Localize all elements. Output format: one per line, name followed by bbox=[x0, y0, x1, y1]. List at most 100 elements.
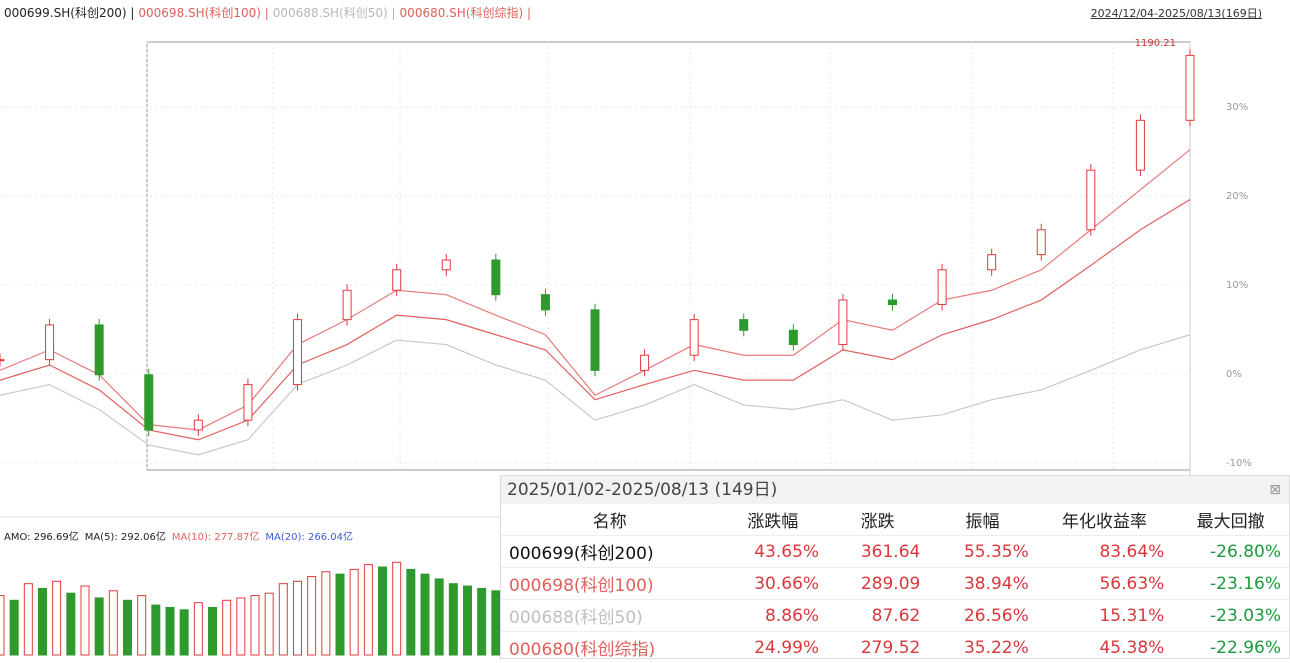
candle-body bbox=[938, 270, 946, 305]
volume-bar bbox=[478, 588, 486, 655]
indicator: MA(5): 292.06亿 bbox=[85, 532, 166, 543]
table-cell: 000698(科创100) bbox=[501, 568, 719, 600]
y-tick-label: -10% bbox=[1226, 458, 1252, 469]
table-cell: -23.03% bbox=[1172, 600, 1289, 632]
table-cell: 30.66% bbox=[719, 568, 827, 600]
table-cell: 361.64 bbox=[827, 536, 928, 568]
table-cell: 56.63% bbox=[1037, 568, 1173, 600]
candle-body bbox=[95, 325, 103, 375]
indicator: MA(20): 266.04亿 bbox=[265, 532, 353, 543]
volume-bar bbox=[294, 581, 302, 655]
max-label: 1190.21 bbox=[1135, 38, 1176, 49]
volume-bar bbox=[152, 605, 160, 655]
table-cell: 38.94% bbox=[928, 568, 1036, 600]
volume-bar bbox=[24, 584, 32, 655]
table-cell: 45.38% bbox=[1037, 632, 1173, 663]
volume-bar bbox=[393, 562, 401, 655]
volume-bar bbox=[492, 591, 500, 655]
table-cell: -26.80% bbox=[1172, 536, 1289, 568]
candle-body bbox=[294, 320, 302, 385]
candle-body bbox=[1037, 230, 1045, 255]
y-tick-label: 20% bbox=[1226, 191, 1248, 202]
candle-body bbox=[1136, 120, 1144, 170]
volume-bar bbox=[124, 600, 132, 655]
table-cell: 43.65% bbox=[719, 536, 827, 568]
table-cell: 83.64% bbox=[1037, 536, 1173, 568]
summary-panel: 2025/01/02-2025/08/13 (149日) ⊠ 名称涨跌幅涨跌振幅年… bbox=[500, 475, 1290, 659]
table-cell: -22.96% bbox=[1172, 632, 1289, 663]
volume-bar bbox=[81, 586, 89, 655]
volume-bar bbox=[237, 598, 245, 655]
volume-bar bbox=[322, 572, 330, 655]
volume-bar bbox=[435, 579, 443, 655]
candle-body bbox=[1186, 55, 1194, 120]
volume-bar bbox=[10, 600, 18, 655]
volume-bar bbox=[421, 574, 429, 655]
volume-bar bbox=[449, 584, 457, 655]
indicator: MA(10): 277.87亿 bbox=[172, 532, 260, 543]
volume-bar bbox=[350, 569, 358, 655]
candle-body bbox=[244, 385, 252, 421]
candle-body bbox=[343, 290, 351, 319]
candle-body bbox=[740, 320, 748, 331]
column-header: 最大回撤 bbox=[1172, 504, 1289, 536]
table-cell: 55.35% bbox=[928, 536, 1036, 568]
volume-bar bbox=[379, 567, 387, 655]
index-line bbox=[0, 150, 1190, 430]
volume-bar bbox=[464, 586, 472, 655]
column-header: 涨跌幅 bbox=[719, 504, 827, 536]
candle-body bbox=[442, 260, 450, 270]
volume-bar bbox=[109, 591, 117, 655]
volume-bar bbox=[336, 574, 344, 655]
candle-body bbox=[393, 270, 401, 290]
table-cell: 289.09 bbox=[827, 568, 928, 600]
volume-bar bbox=[308, 577, 316, 655]
candle-body bbox=[541, 295, 549, 310]
table-cell: 26.56% bbox=[928, 600, 1036, 632]
table-cell: 279.52 bbox=[827, 632, 928, 663]
title: 2025/01/02-2025/08/13 (149日) bbox=[507, 480, 777, 500]
candle-body bbox=[690, 320, 698, 356]
indicator: AMO: 296.69亿 bbox=[4, 532, 79, 543]
table-cell: 8.86% bbox=[719, 600, 827, 632]
table-cell: 35.22% bbox=[928, 632, 1036, 663]
volume-bar bbox=[223, 600, 231, 655]
column-header: 名称 bbox=[501, 504, 719, 536]
column-header: 年化收益率 bbox=[1037, 504, 1173, 536]
candle-body bbox=[145, 375, 153, 430]
candle-body bbox=[889, 300, 897, 304]
volume-bar bbox=[67, 593, 75, 655]
volume-bar bbox=[251, 596, 259, 655]
candle-body bbox=[194, 420, 202, 430]
candle-body bbox=[591, 310, 599, 371]
candle-body bbox=[988, 255, 996, 270]
volume-bar bbox=[194, 603, 202, 655]
candle-body bbox=[641, 355, 649, 370]
volume-bar bbox=[265, 593, 273, 655]
volume-bar bbox=[95, 598, 103, 655]
volume-bar bbox=[209, 607, 217, 655]
y-tick-label: 0% bbox=[1226, 369, 1242, 380]
candle-body bbox=[46, 325, 54, 360]
volume-bar bbox=[407, 569, 415, 655]
volume-bar bbox=[166, 607, 174, 655]
candle-body bbox=[492, 260, 500, 295]
table-cell: 15.31% bbox=[1037, 600, 1173, 632]
table-cell: 000699(科创200) bbox=[501, 536, 719, 568]
volume-bar bbox=[364, 565, 372, 655]
volume-bar bbox=[138, 596, 146, 655]
column-header: 涨跌 bbox=[827, 504, 928, 536]
panel-title: 2025/01/02-2025/08/13 (149日) ⊠ bbox=[501, 476, 1289, 504]
column-header: 振幅 bbox=[928, 504, 1036, 536]
close-button[interactable]: ⊠ bbox=[1269, 476, 1281, 504]
candle-body bbox=[0, 360, 4, 361]
table-cell: 24.99% bbox=[719, 632, 827, 663]
volume-bar bbox=[279, 584, 287, 655]
volume-bar bbox=[180, 610, 188, 655]
volume-bar bbox=[53, 581, 61, 655]
